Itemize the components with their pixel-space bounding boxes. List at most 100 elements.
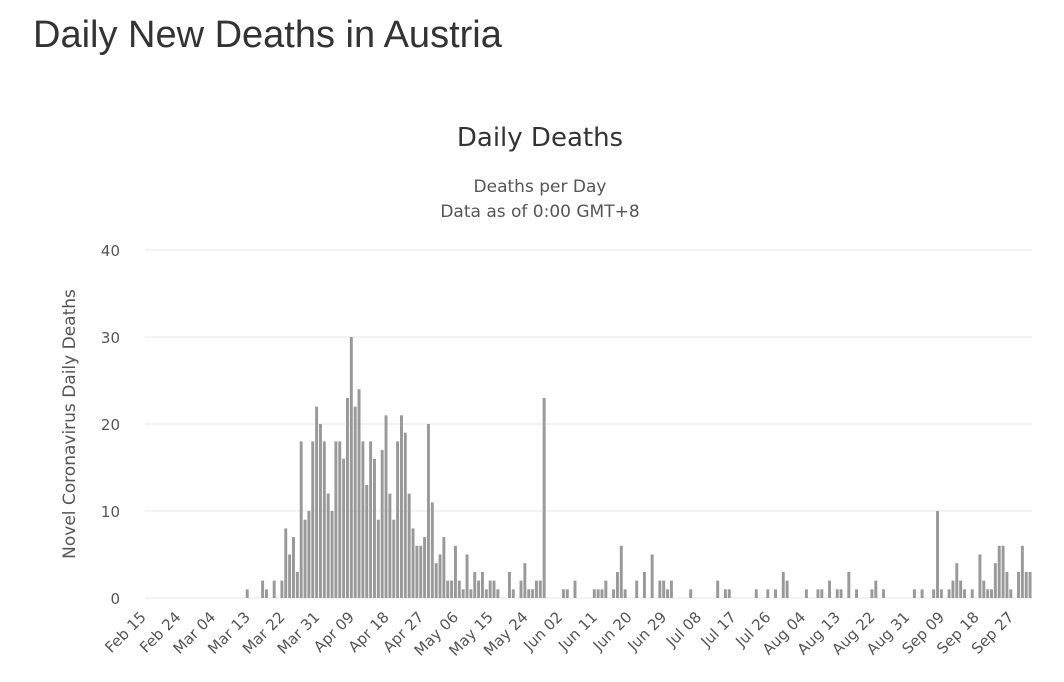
bar bbox=[650, 554, 654, 598]
bar bbox=[990, 589, 993, 598]
bar bbox=[245, 589, 249, 598]
bar bbox=[461, 589, 465, 598]
bar bbox=[619, 545, 623, 598]
bar bbox=[319, 424, 322, 598]
bar bbox=[322, 441, 326, 598]
bar bbox=[997, 545, 1001, 598]
bar bbox=[473, 571, 477, 598]
bar bbox=[754, 589, 758, 598]
bar bbox=[295, 571, 299, 598]
bar bbox=[573, 580, 577, 598]
bar bbox=[511, 589, 515, 598]
x-tick-label: Jun 29 bbox=[624, 608, 671, 655]
bar bbox=[774, 589, 778, 598]
bar bbox=[986, 589, 990, 598]
y-tick-label: 30 bbox=[101, 329, 120, 347]
bar bbox=[1001, 545, 1005, 598]
bar bbox=[804, 589, 808, 598]
bar bbox=[534, 580, 538, 598]
bar bbox=[523, 563, 527, 598]
bar bbox=[403, 432, 407, 598]
bar bbox=[978, 554, 982, 598]
bar bbox=[882, 589, 885, 598]
bar bbox=[334, 441, 338, 598]
bar bbox=[538, 580, 542, 598]
bar bbox=[1009, 589, 1013, 598]
bar bbox=[936, 511, 939, 598]
bar bbox=[434, 563, 438, 598]
bar bbox=[835, 589, 839, 598]
bar bbox=[820, 589, 824, 598]
bar bbox=[280, 580, 284, 598]
x-tick-label: Jul 17 bbox=[697, 608, 740, 651]
bar bbox=[492, 580, 496, 598]
bar bbox=[284, 528, 288, 598]
bar bbox=[932, 589, 936, 598]
bar bbox=[689, 589, 693, 598]
bar bbox=[369, 441, 373, 598]
x-tick-label: Jun 02 bbox=[519, 608, 566, 655]
bar bbox=[480, 571, 484, 598]
bar bbox=[870, 589, 874, 598]
bar bbox=[542, 397, 546, 598]
bar bbox=[612, 589, 616, 598]
bar bbox=[311, 441, 315, 598]
bar bbox=[338, 441, 342, 598]
bar bbox=[376, 519, 380, 598]
bar bbox=[411, 528, 415, 598]
chart-subtitle: Data as of 0:00 GMT+8 bbox=[440, 202, 639, 222]
bar bbox=[419, 545, 423, 598]
bar bbox=[847, 571, 851, 598]
bar bbox=[507, 571, 511, 598]
bar bbox=[450, 580, 454, 598]
bar bbox=[407, 493, 411, 598]
bar bbox=[816, 589, 820, 598]
bar bbox=[415, 545, 419, 598]
bar bbox=[430, 502, 434, 598]
x-tick-label: Jul 08 bbox=[662, 608, 705, 651]
bar bbox=[959, 580, 963, 598]
bar bbox=[993, 563, 997, 598]
bar bbox=[496, 589, 500, 598]
bar bbox=[423, 537, 427, 598]
bar bbox=[426, 424, 430, 598]
bar bbox=[392, 519, 396, 598]
bar bbox=[477, 580, 481, 598]
bar bbox=[615, 571, 619, 598]
bar bbox=[920, 589, 924, 598]
bar bbox=[303, 519, 307, 598]
bar bbox=[666, 589, 670, 598]
bar bbox=[272, 580, 276, 598]
bar bbox=[519, 580, 523, 598]
bar bbox=[265, 589, 268, 598]
bar bbox=[380, 450, 384, 598]
bar bbox=[604, 580, 608, 598]
bar bbox=[955, 563, 959, 598]
bar bbox=[361, 441, 365, 598]
bar bbox=[723, 589, 727, 598]
bar bbox=[261, 580, 265, 598]
bar bbox=[662, 580, 666, 598]
bar bbox=[384, 415, 388, 598]
bar bbox=[357, 389, 361, 598]
bar bbox=[1005, 571, 1009, 598]
bar bbox=[388, 493, 392, 598]
y-tick-label: 40 bbox=[101, 242, 120, 260]
bar bbox=[527, 589, 531, 598]
bar bbox=[828, 580, 831, 598]
bar bbox=[330, 511, 334, 598]
chart-subtitle: Deaths per Day bbox=[474, 177, 607, 197]
bar bbox=[453, 545, 457, 598]
bar bbox=[446, 580, 450, 598]
bar bbox=[457, 580, 461, 598]
bar bbox=[288, 554, 292, 598]
bar bbox=[951, 580, 955, 598]
bar bbox=[600, 589, 604, 598]
bar bbox=[469, 589, 473, 598]
bar bbox=[484, 589, 488, 598]
bar bbox=[766, 589, 770, 598]
bar bbox=[565, 589, 569, 598]
bar bbox=[1020, 545, 1024, 598]
bar bbox=[982, 580, 986, 598]
